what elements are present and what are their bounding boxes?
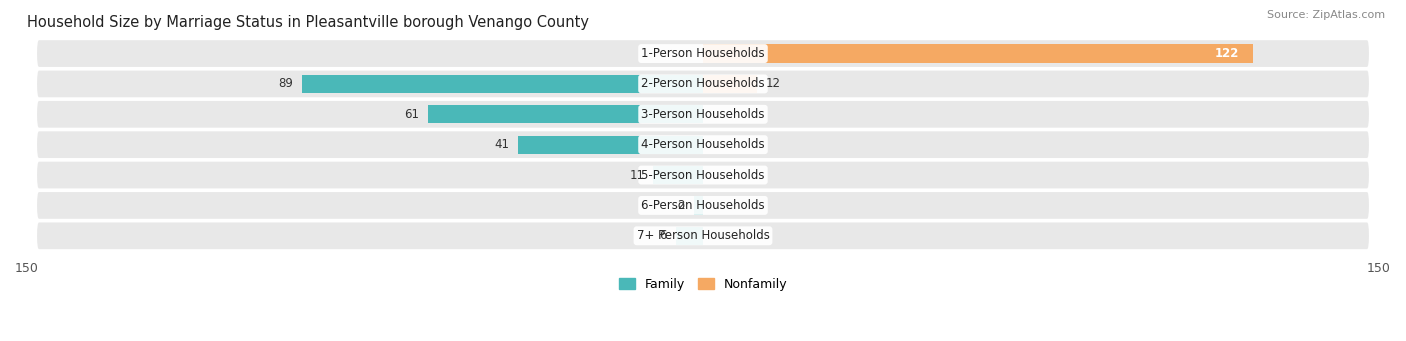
Text: 5-Person Households: 5-Person Households xyxy=(641,168,765,181)
FancyBboxPatch shape xyxy=(37,131,1369,158)
Bar xyxy=(703,44,1253,63)
Text: Household Size by Marriage Status in Pleasantville borough Venango County: Household Size by Marriage Status in Ple… xyxy=(27,15,589,30)
FancyBboxPatch shape xyxy=(37,71,1369,97)
Text: 6-Person Households: 6-Person Households xyxy=(641,199,765,212)
FancyBboxPatch shape xyxy=(37,40,1369,67)
FancyBboxPatch shape xyxy=(37,222,1369,249)
Text: 3-Person Households: 3-Person Households xyxy=(641,108,765,121)
Bar xyxy=(695,196,703,214)
Legend: Family, Nonfamily: Family, Nonfamily xyxy=(613,273,793,296)
Text: 7+ Person Households: 7+ Person Households xyxy=(637,229,769,242)
Text: 122: 122 xyxy=(1215,47,1239,60)
FancyBboxPatch shape xyxy=(37,162,1369,189)
Bar xyxy=(676,227,703,245)
Text: 11: 11 xyxy=(630,168,644,181)
Text: 89: 89 xyxy=(278,77,292,90)
FancyBboxPatch shape xyxy=(37,101,1369,128)
Text: Source: ZipAtlas.com: Source: ZipAtlas.com xyxy=(1267,10,1385,20)
Text: 61: 61 xyxy=(404,108,419,121)
FancyBboxPatch shape xyxy=(37,192,1369,219)
Text: 4-Person Households: 4-Person Households xyxy=(641,138,765,151)
Bar xyxy=(519,136,703,154)
Text: 1-Person Households: 1-Person Households xyxy=(641,47,765,60)
Text: 6: 6 xyxy=(659,229,666,242)
Bar xyxy=(427,105,703,123)
Text: 2-Person Households: 2-Person Households xyxy=(641,77,765,90)
Text: 12: 12 xyxy=(766,77,782,90)
Bar xyxy=(654,166,703,184)
Text: 41: 41 xyxy=(494,138,509,151)
Text: 2: 2 xyxy=(678,199,685,212)
Bar xyxy=(302,75,703,93)
Bar xyxy=(703,75,756,93)
